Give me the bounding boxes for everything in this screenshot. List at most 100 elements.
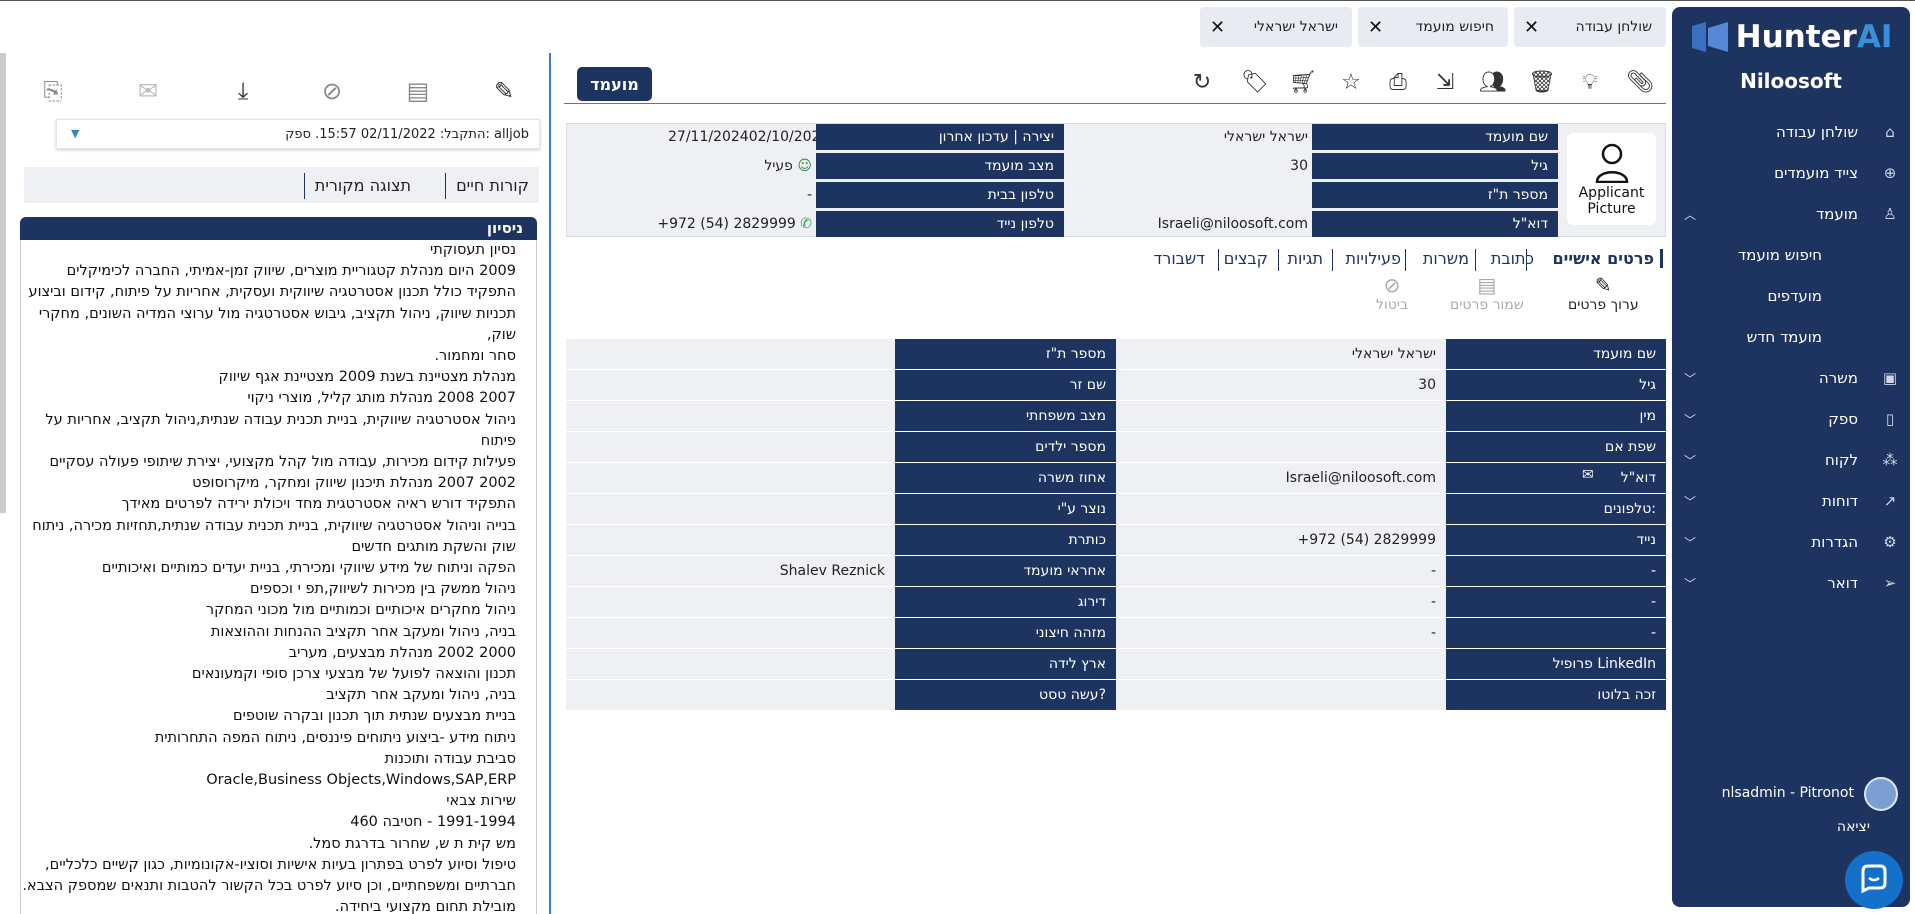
field-label: אחוז משרה — [895, 463, 1116, 493]
sidebar-item-hunter[interactable]: ⊕ צייד מועמדים — [1672, 153, 1910, 193]
tab-files[interactable]: קבצים — [1223, 249, 1268, 268]
field-label: שם זר — [895, 370, 1116, 400]
summary-row: - טלפון בבית מספר ת"ז — [568, 182, 1558, 208]
tab-address[interactable]: כתובת — [1490, 249, 1534, 268]
block-icon[interactable]: ⊘ — [321, 77, 343, 105]
field-label: - — [1446, 556, 1666, 586]
sidebar-item-label: שולחן עבודה — [1775, 123, 1858, 141]
save-details-button[interactable]: ▤ שמור פרטים — [1450, 273, 1524, 313]
sidebar-item-reports[interactable]: ↗ דוחות ﹀ — [1672, 481, 1910, 521]
cv-line: פיתוח — [480, 432, 516, 449]
cancel-button[interactable]: ⊘ ביטול — [1376, 273, 1408, 313]
sidebar-item-settings[interactable]: ⚙ הגדרות ﹀ — [1672, 522, 1910, 562]
cv-line: 2007 2008 מנהלת מותג קליל, מוצרי ניקוי — [247, 390, 516, 407]
email-value[interactable]: Israeli@niloosoft.com — [1157, 216, 1308, 232]
sidebar-item-client[interactable]: ⁂ לקוח ﹀ — [1672, 440, 1910, 480]
scrollbar[interactable] — [0, 53, 6, 513]
pane-divider[interactable] — [549, 53, 551, 914]
mail-icon[interactable]: ✉ — [1582, 467, 1594, 483]
cv-line: מש קית ת ש, שחרור בדרגת סמל. — [308, 835, 516, 852]
field-value — [1116, 494, 1446, 524]
tab-original-view[interactable]: תצוגה מקורית — [303, 173, 421, 199]
lightbulb-icon[interactable]: 💡︎ — [1582, 69, 1598, 95]
sidebar-item-favorites[interactable]: מועדפים — [1672, 276, 1910, 316]
field-label: זכה בלוטו — [1446, 680, 1666, 710]
users-icon[interactable]: 👥︎ — [1479, 69, 1507, 95]
field-label: דירוג — [895, 587, 1116, 617]
close-icon[interactable]: ✕ — [1524, 16, 1540, 38]
save-icon[interactable]: ▤ — [406, 77, 430, 105]
sidebar-item-candidate[interactable]: ♙ מועמד ︿ — [1672, 194, 1910, 234]
sidebar-item-label: ספק — [1828, 410, 1858, 428]
chat-widget-button[interactable] — [1845, 851, 1903, 909]
email-label: דוא"ל — [1312, 211, 1558, 237]
table-row: כותרת +972 (54) 2829999 נייד — [566, 525, 1666, 556]
field-label: מצב משפחתי — [895, 401, 1116, 431]
sidebar-item-candidate-search[interactable]: חיפוש מועמד — [1672, 235, 1910, 275]
edit-details-button[interactable]: ✎ ערוך פרטים — [1568, 273, 1639, 313]
cv-line: שירות צבאי — [446, 793, 516, 810]
candidate-button[interactable]: מועמד — [577, 67, 652, 101]
tab-candidate-search[interactable]: חיפוש מועמד ✕ — [1358, 7, 1508, 47]
pencil-icon[interactable]: ✎ — [493, 77, 515, 105]
tag-icon[interactable]: 🏷︎ — [1241, 69, 1269, 95]
send-icon: ➢ — [1883, 574, 1897, 592]
sidebar-item-mail[interactable]: ➢ דואר ﹀ — [1672, 563, 1910, 603]
sidebar-item-label: חיפוש מועמד — [1737, 246, 1822, 264]
applicant-picture[interactable]: Applicant Picture — [1567, 133, 1656, 225]
field-label: מספר ילדים — [895, 432, 1116, 462]
cv-line: ניהול מחקרים איכותיים וכמותיים מול מכוני… — [205, 602, 516, 619]
star-icon[interactable]: ☆ — [1341, 69, 1361, 95]
download-icon[interactable]: ⤓ — [237, 77, 249, 105]
source-select[interactable]: התקבל: 02/11/2022 15:57. ספק: alljob ▼ — [56, 119, 540, 149]
tab-candidate[interactable]: ישראל ישראלי ✕ — [1200, 7, 1352, 47]
tab-activities[interactable]: פעילויות — [1345, 249, 1402, 268]
save-icon: ▤ — [1477, 273, 1497, 297]
sidebar-item-new-candidate[interactable]: מועמד חדש — [1672, 317, 1910, 357]
cv-line: בניה, ניהול ומעקב אחר תקציב — [326, 687, 516, 704]
cv-line: חברתיים ומשפחתיים, וכן סיוע לפרט בכל הקש… — [22, 878, 516, 895]
close-icon[interactable]: ✕ — [1368, 16, 1384, 38]
whatsapp-icon[interactable]: ✆ — [800, 216, 812, 232]
cv-line: מובילת תחום מקצועי ביחידה. — [335, 899, 516, 914]
tab-personal-details[interactable]: פרטים אישיים — [1553, 249, 1663, 268]
summary-row: 27/11/2024 02/10/2022 יצירה | עדכון אחרון… — [568, 124, 1558, 150]
print-icon[interactable]: ⎙ — [1389, 69, 1407, 95]
tab-workdesk[interactable]: שולחן עבודה ✕ — [1514, 7, 1666, 47]
cv-line: בניית מבצעים שנתית תוך תכנון ובקרה שוטפי… — [232, 708, 516, 725]
chevron-up-icon: ︿ — [1684, 207, 1697, 222]
sidebar-item-workdesk[interactable]: ⌂ שולחן עבודה — [1672, 112, 1910, 152]
sidebar-item-job[interactable]: ▣ משרה ﹀ — [1672, 358, 1910, 398]
candidate-name-label: שם מועמד — [1312, 124, 1558, 150]
candidate-name-value: ישראל ישראלי — [1223, 129, 1308, 145]
chart-icon: ↗ — [1883, 492, 1897, 510]
cv-line: 2002 2007 מנהלת תיכנון שיווק ומחקר, מיקר… — [192, 475, 516, 492]
field-label: שפת אם — [1446, 432, 1666, 462]
user-profile[interactable]: nlsadmin - Pitronot — [1674, 777, 1904, 811]
paperclip-icon[interactable]: 📎︎ — [1626, 69, 1654, 95]
field-value — [566, 401, 895, 431]
field-value: - — [1116, 556, 1446, 586]
cv-line: בנייה וניהול אסטרטגיה שיווקית, בניית תכנ… — [32, 517, 516, 534]
tab-cv[interactable]: קורות חיים — [445, 173, 539, 199]
cv-line: 2000 2002 מנהלת מבצעים, מעריב — [288, 644, 516, 661]
logout-link[interactable]: יציאה — [1836, 819, 1870, 835]
sidebar-item-label: מועדפים — [1767, 287, 1822, 305]
sidebar-item-supplier[interactable]: ▯ ספק ﹀ — [1672, 399, 1910, 439]
toolbar-divider — [564, 103, 1666, 104]
tab-jobs[interactable]: משרות — [1422, 249, 1469, 268]
trash-icon[interactable]: 🗑︎ — [1528, 69, 1556, 95]
refresh-icon[interactable]: ↻ — [1192, 69, 1212, 95]
mail-icon[interactable]: ✉ — [137, 77, 159, 105]
status-value: פעיל — [764, 158, 793, 174]
sidebar-item-label: דואר — [1827, 574, 1858, 592]
mobile-value[interactable]: +972 (54) 2829999 — [657, 216, 796, 232]
tab-tags[interactable]: תגיות — [1287, 249, 1323, 268]
close-icon[interactable]: ✕ — [1210, 16, 1226, 38]
share-icon[interactable]: ⇲ — [1435, 69, 1455, 95]
tab-dashboard[interactable]: דשבורד — [1153, 249, 1205, 268]
cv-line: תכניות שיווק, ניהול תקציב, גיבוש אסטרטגי… — [38, 305, 516, 343]
copy-icon[interactable]: ⎘ — [43, 77, 63, 105]
cart-icon[interactable]: 🛒︎ — [1289, 69, 1317, 95]
table-row: דירוג - - — [566, 587, 1666, 618]
